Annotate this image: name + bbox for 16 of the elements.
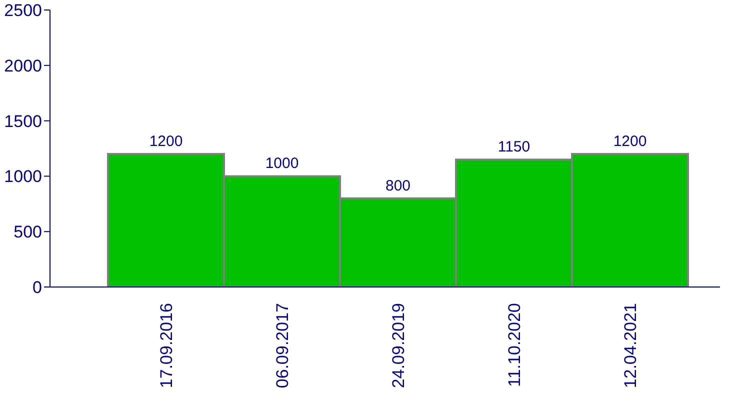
x-tick-label: 12.04.2021 [621,303,640,388]
data-label: 1200 [613,133,647,150]
y-tick-label: 500 [14,222,42,242]
data-label: 1150 [498,138,530,156]
x-tick-label: 17.09.2016 [157,303,176,388]
data-label: 1000 [265,155,299,172]
y-tick-label: 0 [32,278,42,298]
y-tick-label: 1500 [4,112,42,131]
y-tick-label: 2000 [4,56,42,76]
x-tick-label: 11.10.2020 [505,303,524,387]
data-label: 800 [385,177,411,194]
y-tick-label: 2500 [4,1,42,20]
x-tick-label: 24.09.2019 [389,303,408,388]
x-tick-label: 06.09.2017 [273,303,292,388]
y-tick-label: 1000 [4,167,42,186]
data-label: 1200 [149,133,183,150]
